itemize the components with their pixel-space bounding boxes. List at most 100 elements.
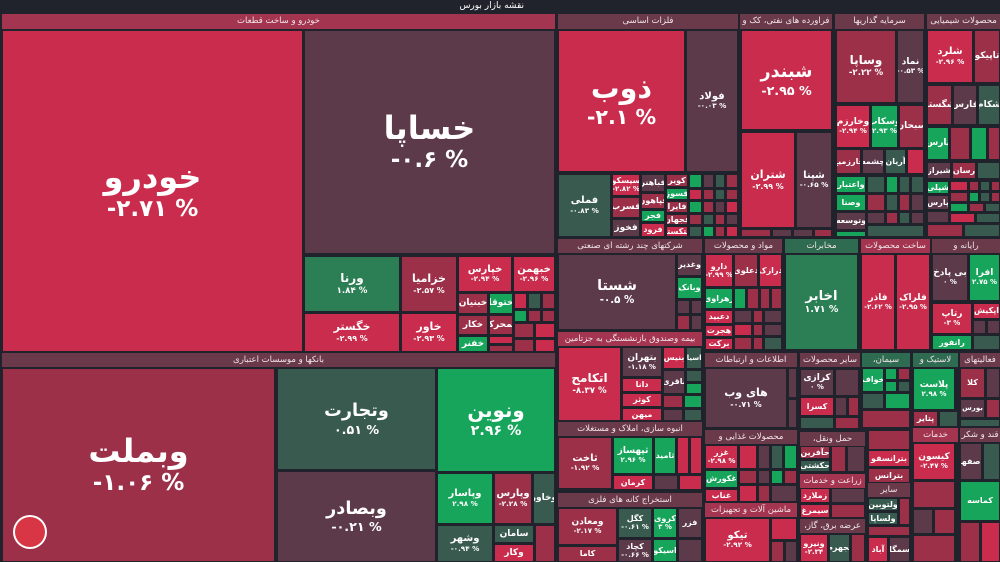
sector-header[interactable]: خودرو و ساخت قطعات: [2, 14, 555, 29]
stock-tile[interactable]: پارس: [927, 127, 949, 160]
stock-tile-unlabeled[interactable]: [814, 229, 832, 237]
stock-tile[interactable]: ورنا ۱.۸۴ %: [304, 256, 400, 312]
stock-tile-unlabeled[interactable]: [689, 201, 702, 213]
stock-tile[interactable]: آباد: [868, 537, 888, 562]
stock-tile[interactable]: خواف: [862, 368, 884, 392]
stock-tile[interactable]: رسان: [952, 162, 976, 179]
stock-tile[interactable]: پلاست ۲.۹۸ %: [913, 368, 955, 410]
stock-tile-unlabeled[interactable]: [726, 226, 738, 237]
stock-tile[interactable]: خپارس -۲.۹۴ %: [458, 256, 512, 292]
stock-tile-unlabeled[interactable]: [753, 324, 763, 336]
stock-tile[interactable]: کروی ۳ %: [653, 508, 677, 538]
stock-tile-unlabeled[interactable]: [514, 339, 534, 352]
stock-tile-unlabeled[interactable]: [862, 393, 884, 409]
stock-tile-unlabeled[interactable]: [703, 201, 714, 213]
stock-tile-unlabeled[interactable]: [528, 310, 541, 322]
stock-tile[interactable]: خارزمیع: [836, 149, 861, 174]
stock-tile[interactable]: خودرو -۲.۷۱ %: [2, 30, 303, 352]
stock-tile-unlabeled[interactable]: [950, 192, 968, 202]
stock-tile-unlabeled[interactable]: [489, 345, 513, 352]
stock-tile-unlabeled[interactable]: [911, 194, 924, 211]
stock-tile[interactable]: دعبید: [705, 310, 733, 324]
stock-tile-unlabeled[interactable]: [835, 417, 859, 429]
stock-tile-unlabeled[interactable]: [703, 189, 714, 200]
stock-tile[interactable]: تاپیکو: [974, 30, 1000, 83]
sector-header[interactable]: زراعت و خدمات: [800, 474, 865, 488]
stock-tile[interactable]: افرا ۲.۷۵ %: [969, 254, 1000, 301]
sector-header[interactable]: قند و شکر: [960, 428, 1000, 442]
stock-tile[interactable]: اپکیش: [973, 303, 1000, 319]
stock-tile[interactable]: اصفها: [960, 443, 982, 480]
stock-tile-unlabeled[interactable]: [867, 225, 924, 237]
stock-tile-unlabeled[interactable]: [514, 323, 534, 338]
stock-tile-unlabeled[interactable]: [715, 201, 725, 213]
stock-tile-unlabeled[interactable]: [535, 525, 555, 562]
stock-tile-unlabeled[interactable]: [689, 189, 702, 200]
stock-tile[interactable]: کاما: [558, 546, 617, 562]
stock-tile-unlabeled[interactable]: [899, 498, 910, 525]
stock-tile[interactable]: کیسون -۲.۴۷ %: [913, 443, 955, 480]
sector-header[interactable]: عرضه برق، گاز،: [800, 519, 865, 533]
stock-tile[interactable]: میهن: [622, 408, 662, 421]
stock-tile-unlabeled[interactable]: [831, 504, 865, 518]
stock-tile-unlabeled[interactable]: [960, 419, 1000, 427]
stock-tile[interactable]: زهراوی: [705, 288, 733, 309]
stock-tile[interactable]: خبنیان: [458, 293, 488, 314]
stock-tile[interactable]: رانفور: [932, 335, 972, 350]
stock-tile[interactable]: غزر -۲.۹۸ %: [705, 445, 738, 469]
stock-tile[interactable]: فولاد -۰.۰۳ %: [686, 30, 738, 172]
sector-header[interactable]: اطلاعات و ارتباطات: [705, 353, 797, 367]
stock-tile[interactable]: کسرا: [800, 397, 834, 416]
stock-tile[interactable]: ثامید: [654, 437, 676, 474]
stock-tile[interactable]: خکار: [458, 315, 488, 335]
sector-header[interactable]: فراورده های نفتی، کک و: [740, 14, 832, 29]
stock-tile-unlabeled[interactable]: [847, 446, 865, 472]
stock-tile-unlabeled[interactable]: [535, 323, 555, 338]
stock-tile-unlabeled[interactable]: [950, 127, 970, 160]
stock-tile[interactable]: وخاور: [533, 473, 555, 524]
sector-header[interactable]: رایانه و: [932, 239, 1000, 253]
stock-tile-unlabeled[interactable]: [913, 509, 933, 534]
stock-tile-unlabeled[interactable]: [753, 310, 763, 323]
stock-tile-unlabeled[interactable]: [784, 445, 797, 469]
stock-tile-unlabeled[interactable]: [684, 395, 702, 408]
stock-tile-unlabeled[interactable]: [793, 229, 813, 237]
stock-tile-unlabeled[interactable]: [726, 214, 738, 225]
stock-tile[interactable]: دانا: [622, 378, 662, 392]
stock-tile[interactable]: اخابر ۱.۷۱ %: [785, 254, 858, 350]
stock-tile-unlabeled[interactable]: [726, 189, 738, 200]
stock-tile-unlabeled[interactable]: [851, 534, 865, 562]
sector-header[interactable]: سرمایه گذاریها: [835, 14, 924, 29]
stock-tile-unlabeled[interactable]: [986, 399, 1000, 418]
stock-tile[interactable]: بی پادخ ۰ %: [932, 254, 968, 301]
stock-tile-unlabeled[interactable]: [703, 174, 714, 188]
stock-tile-unlabeled[interactable]: [983, 443, 1000, 480]
stock-tile[interactable]: خمحرکه: [489, 315, 513, 335]
stock-tile-unlabeled[interactable]: [960, 522, 980, 562]
stock-tile[interactable]: اسیکو: [653, 539, 677, 562]
stock-tile[interactable]: وپاسار ۲.۹۸ %: [437, 473, 493, 524]
stock-tile[interactable]: سمگا: [889, 537, 910, 562]
stock-tile-unlabeled[interactable]: [677, 300, 690, 314]
stock-tile[interactable]: تیکو -۲.۹۲ %: [705, 518, 770, 562]
stock-tile-unlabeled[interactable]: [977, 162, 1000, 179]
stock-tile-unlabeled[interactable]: [788, 399, 797, 428]
stock-tile-unlabeled[interactable]: [785, 541, 797, 562]
sector-header[interactable]: محصولات غذایی و: [705, 430, 797, 444]
stock-tile[interactable]: وتوسعه: [836, 212, 866, 230]
stock-tile-unlabeled[interactable]: [898, 381, 910, 392]
stock-tile-unlabeled[interactable]: [980, 192, 990, 202]
stock-tile-unlabeled[interactable]: [678, 539, 702, 562]
stock-tile[interactable]: کچاد -۰.۶۶ %: [618, 539, 652, 562]
stock-tile-unlabeled[interactable]: [886, 212, 898, 224]
sector-header[interactable]: محصولات شیمیایی: [927, 14, 1000, 29]
stock-tile[interactable]: اتکامح -۸.۳۷ %: [558, 347, 621, 421]
stock-tile-unlabeled[interactable]: [489, 336, 513, 344]
sector-header[interactable]: بیمه وصندوق بازنشستگی به جزتامین: [558, 332, 702, 346]
stock-tile-unlabeled[interactable]: [956, 368, 958, 410]
sector-header[interactable]: حمل ونقل،: [800, 432, 865, 446]
stock-tile-unlabeled[interactable]: [950, 213, 975, 223]
stock-tile[interactable]: فتکستر: [666, 226, 688, 237]
sector-header[interactable]: شرکتهای چند رشته ای صنعتی: [558, 239, 702, 253]
sector-header[interactable]: سایر: [868, 483, 910, 497]
